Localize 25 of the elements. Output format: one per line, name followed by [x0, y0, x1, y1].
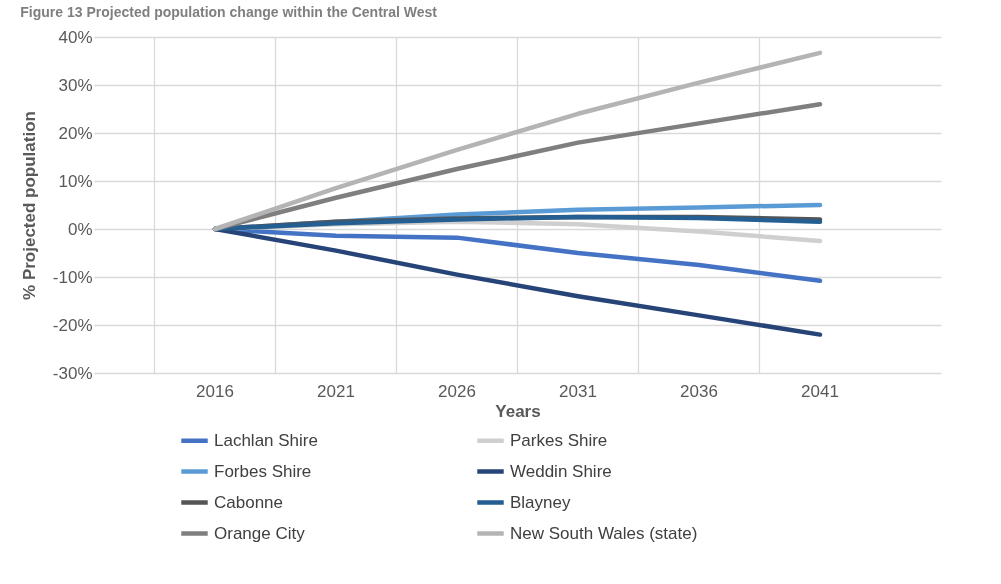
y-axis-title: % Projected population — [19, 111, 39, 300]
y-tick-label: -30% — [52, 363, 93, 383]
legend-label: Orange City — [214, 523, 306, 543]
y-tick-label: -20% — [52, 315, 93, 335]
y-tick-label: 20% — [58, 123, 93, 143]
x-tick-label: 2016 — [196, 381, 234, 401]
x-axis-title: Years — [495, 401, 541, 421]
y-tick-label: 0% — [67, 219, 93, 239]
legend-label: Lachlan Shire — [214, 430, 318, 450]
y-tick-label: 40% — [58, 27, 93, 47]
legend-label: Forbes Shire — [214, 461, 312, 481]
legend-label: New South Wales (state) — [510, 523, 698, 543]
y-tick-label: 30% — [58, 75, 93, 95]
x-tick-label: 2031 — [559, 381, 597, 401]
x-tick-label: 2041 — [801, 381, 839, 401]
legend-label: Weddin Shire — [510, 461, 612, 481]
legend-label: Blayney — [510, 492, 571, 512]
legend-label: Cabonne — [214, 492, 284, 512]
chart-title: Figure 13 Projected population change within the Central West — [20, 4, 438, 20]
x-tick-label: 2036 — [680, 381, 718, 401]
x-tick-label: 2021 — [317, 381, 355, 401]
y-tick-label: -10% — [52, 267, 93, 287]
x-tick-label: 2026 — [438, 381, 476, 401]
legend-label: Parkes Shire — [510, 430, 608, 450]
y-tick-label: 10% — [58, 171, 93, 191]
